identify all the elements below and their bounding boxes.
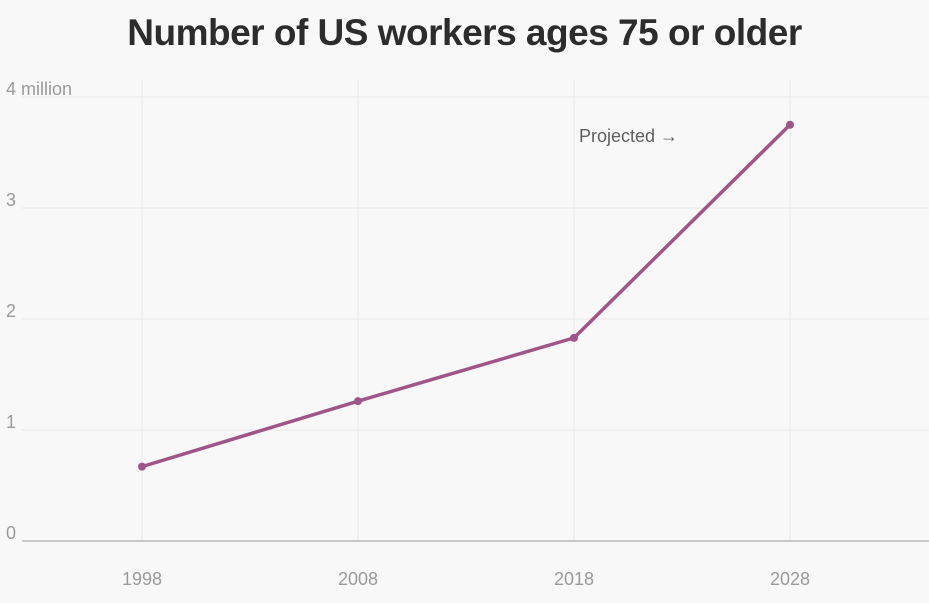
y-tick-label: 2 xyxy=(6,301,16,321)
x-tick-label: 2028 xyxy=(770,569,810,589)
y-tick-label: 0 xyxy=(6,523,16,543)
projected-annotation: Projected → xyxy=(579,126,678,146)
x-tick-label: 2018 xyxy=(554,569,594,589)
y-tick-label: 1 xyxy=(6,412,16,432)
data-point xyxy=(138,462,146,471)
data-point xyxy=(570,333,578,342)
series-line xyxy=(140,123,792,469)
y-tick-label: 4 million xyxy=(6,79,72,99)
y-tick-label: 3 xyxy=(6,190,16,210)
x-tick-label: 2008 xyxy=(338,569,378,589)
data-point xyxy=(786,120,794,129)
x-tick-label: 1998 xyxy=(122,569,162,589)
data-point xyxy=(354,397,362,406)
chart-title: Number of US workers ages 75 or older xyxy=(127,12,802,53)
